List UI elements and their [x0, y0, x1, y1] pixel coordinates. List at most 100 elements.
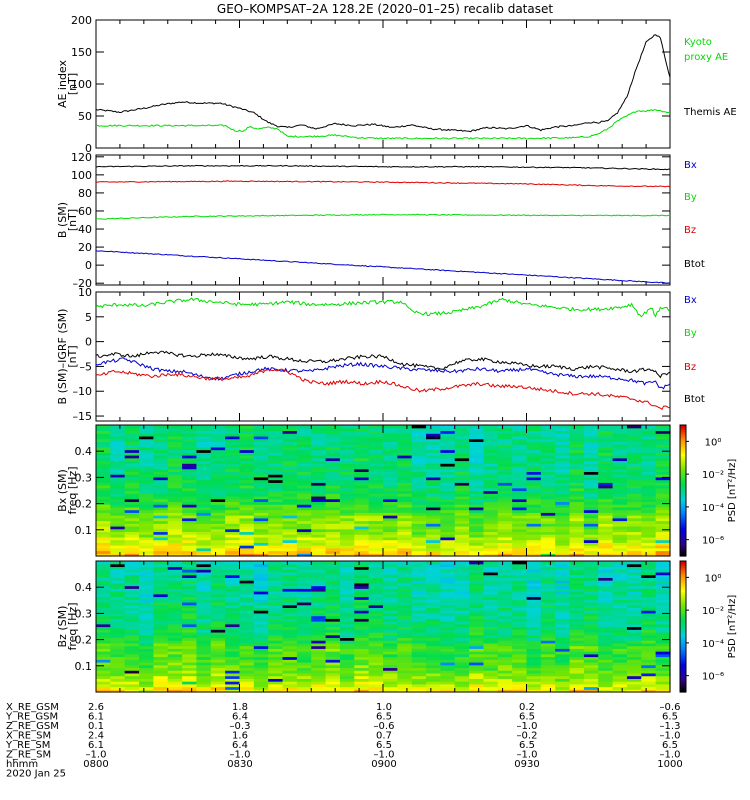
psd-cell: [139, 547, 154, 552]
psd-cell: [397, 465, 413, 470]
psd-cell: [110, 490, 126, 494]
psd-cell: [655, 476, 671, 481]
psd-cell: [612, 672, 628, 677]
psd-cell: [598, 574, 614, 578]
row-value: 6.5: [376, 740, 392, 751]
psd-cell: [225, 582, 241, 587]
psd-cell: [612, 476, 628, 481]
psd-cell: [210, 433, 226, 437]
psd-cell: [368, 580, 384, 584]
psd-cell: [440, 569, 456, 573]
psd-cell: [268, 490, 284, 494]
psd-cell: [282, 591, 298, 595]
psd-cell: [540, 580, 556, 584]
psd-cell: [612, 604, 628, 608]
psd-cell: [641, 509, 657, 513]
psd-cell: [354, 582, 370, 587]
psd-cell: [253, 681, 269, 685]
psd-cell: [153, 681, 169, 685]
psd-cell: [124, 438, 140, 442]
psd-cell: [239, 446, 255, 451]
psd-cell: [282, 536, 298, 541]
psd-cell: [339, 504, 355, 508]
psd-cell: [512, 536, 528, 541]
psd-cell: [426, 433, 441, 437]
psd-cell: [440, 534, 456, 538]
psd-cell: [655, 593, 671, 598]
psd-cell: [196, 569, 212, 573]
psd-cell: [641, 520, 657, 524]
row-value: –0.3: [230, 721, 251, 732]
psd-cell: [512, 495, 528, 500]
psd-cell: [311, 474, 327, 478]
psd-cell: [139, 536, 154, 541]
colorbar-step: [680, 521, 686, 524]
psd-cell: [555, 591, 571, 595]
psd-cell: [196, 661, 212, 666]
psd-cell: [526, 493, 542, 497]
psd-cell: [512, 476, 528, 481]
psd-cell: [196, 525, 212, 530]
psd-cell: [368, 634, 384, 639]
psd-cell: [253, 536, 269, 541]
psd-cell: [253, 542, 269, 546]
psd-cell: [483, 591, 499, 595]
psd-cell: [497, 525, 513, 530]
row-value: 6.4: [232, 712, 248, 723]
psd-cell: [411, 446, 427, 451]
psd-cell: [325, 482, 341, 486]
psd-cell: [655, 452, 671, 456]
psd-cell: [540, 479, 556, 483]
psd-cell: [583, 651, 599, 655]
psd-cell: [225, 574, 241, 578]
psd-cell: [540, 425, 556, 429]
psd-cell: [655, 460, 671, 464]
psd-cell: [426, 528, 441, 533]
legend-label: Bx: [684, 295, 697, 306]
psd-cell: [153, 490, 169, 494]
psd-cell: [483, 678, 499, 682]
psd-cell: [641, 618, 657, 622]
psd-cell: [469, 664, 485, 669]
psd-cell: [282, 651, 298, 655]
psd-cell: [526, 631, 542, 636]
psd-cell: [454, 525, 470, 530]
psd-cell: [153, 446, 169, 451]
psd-cell: [540, 561, 556, 565]
psd-cell: [182, 433, 198, 437]
psd-cell: [139, 675, 154, 679]
legend-label: By: [684, 192, 697, 203]
psd-cell: [153, 468, 169, 472]
psd-cell: [540, 490, 556, 494]
psd-cell: [426, 659, 441, 663]
psd-cell: [469, 501, 485, 505]
psd-cell: [139, 607, 154, 611]
psd-cell: [540, 498, 556, 503]
psd-cell: [555, 504, 571, 508]
psd-cell: [339, 425, 355, 429]
psd-cell: [268, 553, 284, 557]
psd-cell: [540, 651, 556, 655]
psd-cell: [110, 550, 126, 554]
psd-cell: [612, 623, 628, 628]
psd-cell: [397, 517, 413, 522]
psd-cell: [311, 547, 327, 552]
psd-cell: [167, 634, 183, 639]
psd-cell: [497, 430, 513, 434]
psd-cell: [555, 653, 571, 658]
psd-cell: [311, 683, 327, 688]
psd-cell: [354, 490, 370, 494]
psd-cell: [196, 618, 212, 622]
psd-cell: [383, 542, 398, 546]
psd-cell: [583, 501, 599, 505]
psd-cell: [239, 468, 255, 472]
psd-cell: [626, 683, 642, 688]
colorbar-step: [680, 547, 686, 551]
psd-cell: [655, 430, 671, 434]
psd-cell: [210, 452, 226, 456]
psd-cell: [483, 536, 499, 541]
psd-cell: [210, 571, 226, 576]
psd-cell: [339, 659, 355, 663]
psd-cell: [512, 637, 528, 641]
psd-cell: [555, 670, 571, 674]
